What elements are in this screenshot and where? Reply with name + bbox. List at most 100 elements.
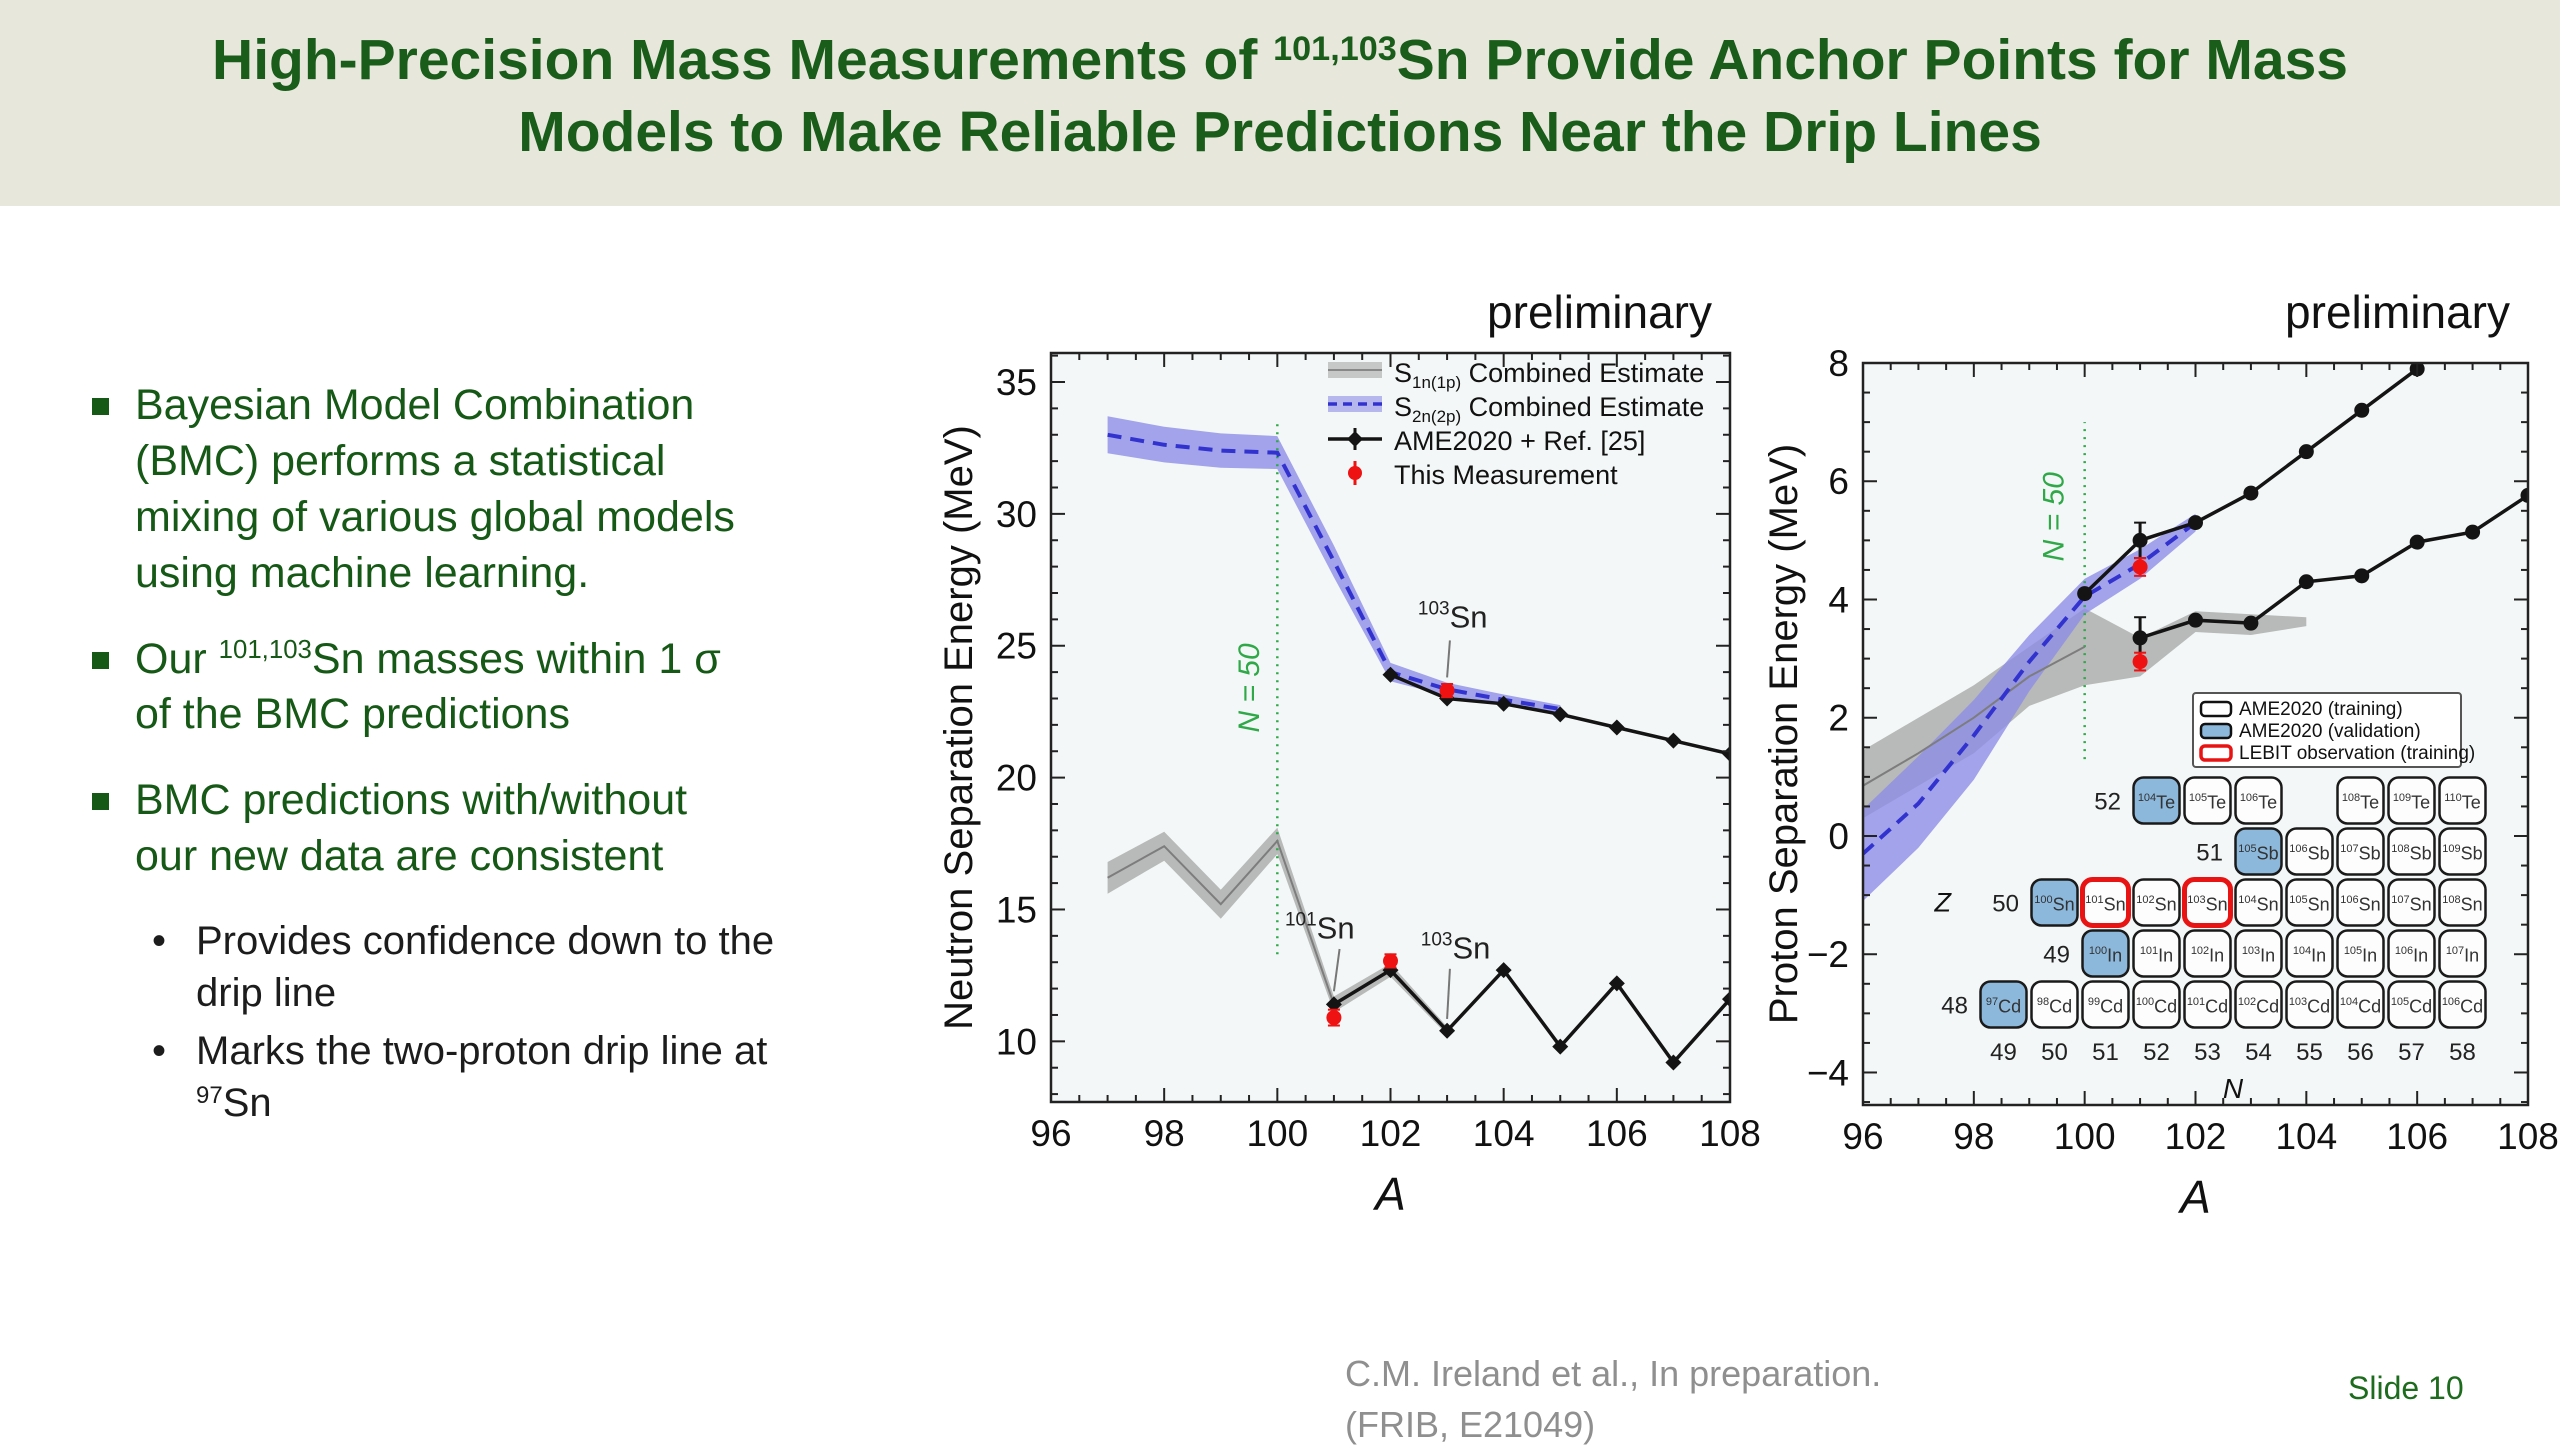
x-tick-label: 100	[1246, 1113, 1308, 1154]
nuclide-cell-105Te	[2183, 776, 2232, 825]
nuclide-cell-label: 101In	[2140, 945, 2173, 966]
y-axis-title: Neutron Separation Energy (MeV)	[940, 425, 981, 1030]
nuclide-cell-97Cd	[1979, 980, 2028, 1029]
series-this-measurement	[2132, 557, 2148, 672]
nuclide-cell-label: 109Sb	[2442, 843, 2482, 864]
nuclide-cell-107In	[2438, 929, 2487, 978]
plot-bg	[1051, 353, 1730, 1102]
z-row-label: 49	[2043, 942, 2070, 969]
x-tick-label: 108	[1699, 1113, 1760, 1154]
y-tick-label: −2	[1807, 934, 1849, 975]
x-tick-label: 96	[1030, 1113, 1071, 1154]
nuclide-cell-100In	[2081, 929, 2130, 978]
nuclide-cell-103In	[2234, 929, 2283, 978]
nuclide-cell-label: 97Cd	[1986, 996, 2021, 1017]
bullet-marker	[92, 793, 109, 811]
bullet-marker: •	[152, 919, 167, 964]
nuclide-cell-100Sn	[2030, 878, 2079, 927]
nuclide-cell-106Te	[2234, 776, 2283, 825]
nuclide-cell-label: 104In	[2293, 945, 2326, 966]
y-tick-label: 6	[1828, 461, 1849, 502]
bullet-text: Our 101,103Sn masses within 1 σ of the BM…	[135, 634, 721, 739]
y-tick-label: 25	[996, 626, 1037, 667]
series-ame2020-s1n	[1325, 962, 1730, 1071]
bullet-text: Provides confidence down to the drip line	[196, 919, 775, 1016]
y-tick-label: 30	[996, 494, 1037, 535]
nuclide-cell-109Sb	[2438, 827, 2487, 876]
bullet-text: Bayesian Model Combination (BMC) performs…	[135, 381, 735, 597]
legend-label: S1n(1p) Combined Estimate	[1394, 358, 1704, 392]
nuclide-cell-99Cd	[2081, 980, 2130, 1029]
legend-label: S2n(2p) Combined Estimate	[1394, 392, 1704, 426]
s1n-band	[1107, 827, 1448, 1035]
preliminary-label: preliminary	[2285, 290, 2510, 338]
nuclide-cell-98Cd	[2030, 980, 2079, 1029]
z-row-label: 51	[2196, 840, 2223, 867]
x-tick-label: 106	[2386, 1116, 2448, 1157]
bullet-text: Marks the two-proton drip line at 97Sn	[196, 1029, 768, 1126]
y-tick-label: 10	[996, 1021, 1037, 1062]
nuclide-cell-label: 102Sn	[2136, 894, 2176, 915]
x-axis-title: A	[1372, 1168, 1406, 1220]
nuclide-cell-110Te	[2438, 776, 2487, 825]
y-tick-label: 4	[1828, 579, 1849, 620]
nuclide-cell-label: 107In	[2446, 945, 2479, 966]
nuclide-cell-103Cd	[2285, 980, 2334, 1029]
legend-label: AME2020 (validation)	[2239, 721, 2421, 742]
n-col-label: 52	[2143, 1039, 2170, 1066]
neutron-separation-energy-chart: N = 50 103Sn 101Sn 103Sn 96 98 100 102 104 106 108…	[940, 290, 1760, 1220]
nuclide-cell-label: 101Sn	[2085, 894, 2125, 915]
nuclide-cell-105Cd	[2387, 980, 2436, 1029]
nuclide-cell-101In	[2132, 929, 2181, 978]
header-band: High-Precision Mass Measurements of 101,…	[0, 0, 2560, 206]
preliminary-label: preliminary	[1487, 290, 1712, 338]
ame2020-training-band	[1863, 608, 2307, 819]
n-col-label: 56	[2347, 1039, 2374, 1066]
annotation-label: 103Sn	[1418, 598, 1488, 634]
ame2020-validation-band	[1863, 513, 2196, 901]
axis-ticks	[1862, 362, 2529, 1105]
nuclide-cell-label: 105Cd	[2391, 996, 2432, 1017]
nuclide-cell-label: 104Cd	[2340, 996, 2381, 1017]
y-tick-label: 20	[996, 758, 1037, 799]
annotation-pointer	[1446, 968, 1451, 1019]
s2n-band	[1107, 416, 1561, 713]
x-axis-title: A	[2177, 1171, 2211, 1223]
n50-label: N = 50	[2038, 472, 2071, 562]
annotation-pointer	[1446, 640, 1451, 678]
nuclide-cell-103Sn	[2182, 877, 2233, 928]
y-tick-label: −4	[1807, 1052, 1849, 1093]
nuclide-cell-label: 110Te	[2444, 792, 2481, 813]
nuclide-cell-label: 100In	[2089, 945, 2122, 966]
nuclide-cell-label: 99Cd	[2088, 996, 2123, 1017]
n-col-label: 49	[1990, 1039, 2017, 1066]
legend-label: LEBIT observation (training)	[2239, 743, 2475, 764]
nuclide-cell-104Cd	[2336, 980, 2385, 1029]
nuclide-cell-label: 109Te	[2393, 792, 2430, 813]
nuclide-cell-100Cd	[2132, 980, 2181, 1029]
x-tick-label: 100	[2054, 1116, 2116, 1157]
nuclide-cell-105In	[2336, 929, 2385, 978]
nuclide-cell-105Sb	[2234, 827, 2283, 876]
nuclide-cell-label: 98Cd	[2037, 996, 2072, 1017]
nuclide-cell-107Sn	[2387, 878, 2436, 927]
bullet-marker: •	[152, 1029, 167, 1074]
nuclide-cell-label: 103Cd	[2289, 996, 2330, 1017]
nuclide-cell-label: 104Sn	[2238, 894, 2278, 915]
slide-number: Slide 10	[2348, 1370, 2464, 1406]
nuclide-cell-label: 101Cd	[2187, 996, 2228, 1017]
n50-label: N = 50	[1233, 643, 1266, 733]
nuclide-cell-label: 102Cd	[2238, 996, 2279, 1017]
z-axis-label: Z	[1934, 888, 1953, 918]
z-row-label: 52	[2094, 789, 2121, 816]
x-tick-label: 96	[1842, 1116, 1883, 1157]
nuclide-cell-label: 103In	[2242, 945, 2275, 966]
bullet-item: Bayesian Model Combination (BMC) performs…	[92, 378, 942, 602]
n-col-label: 55	[2296, 1039, 2323, 1066]
n-col-label: 53	[2194, 1039, 2221, 1066]
n-col-label: 51	[2092, 1039, 2119, 1066]
nuclide-cell-106In	[2387, 929, 2436, 978]
y-tick-label: 15	[996, 889, 1037, 930]
nuclide-cell-label: 107Sn	[2391, 894, 2431, 915]
